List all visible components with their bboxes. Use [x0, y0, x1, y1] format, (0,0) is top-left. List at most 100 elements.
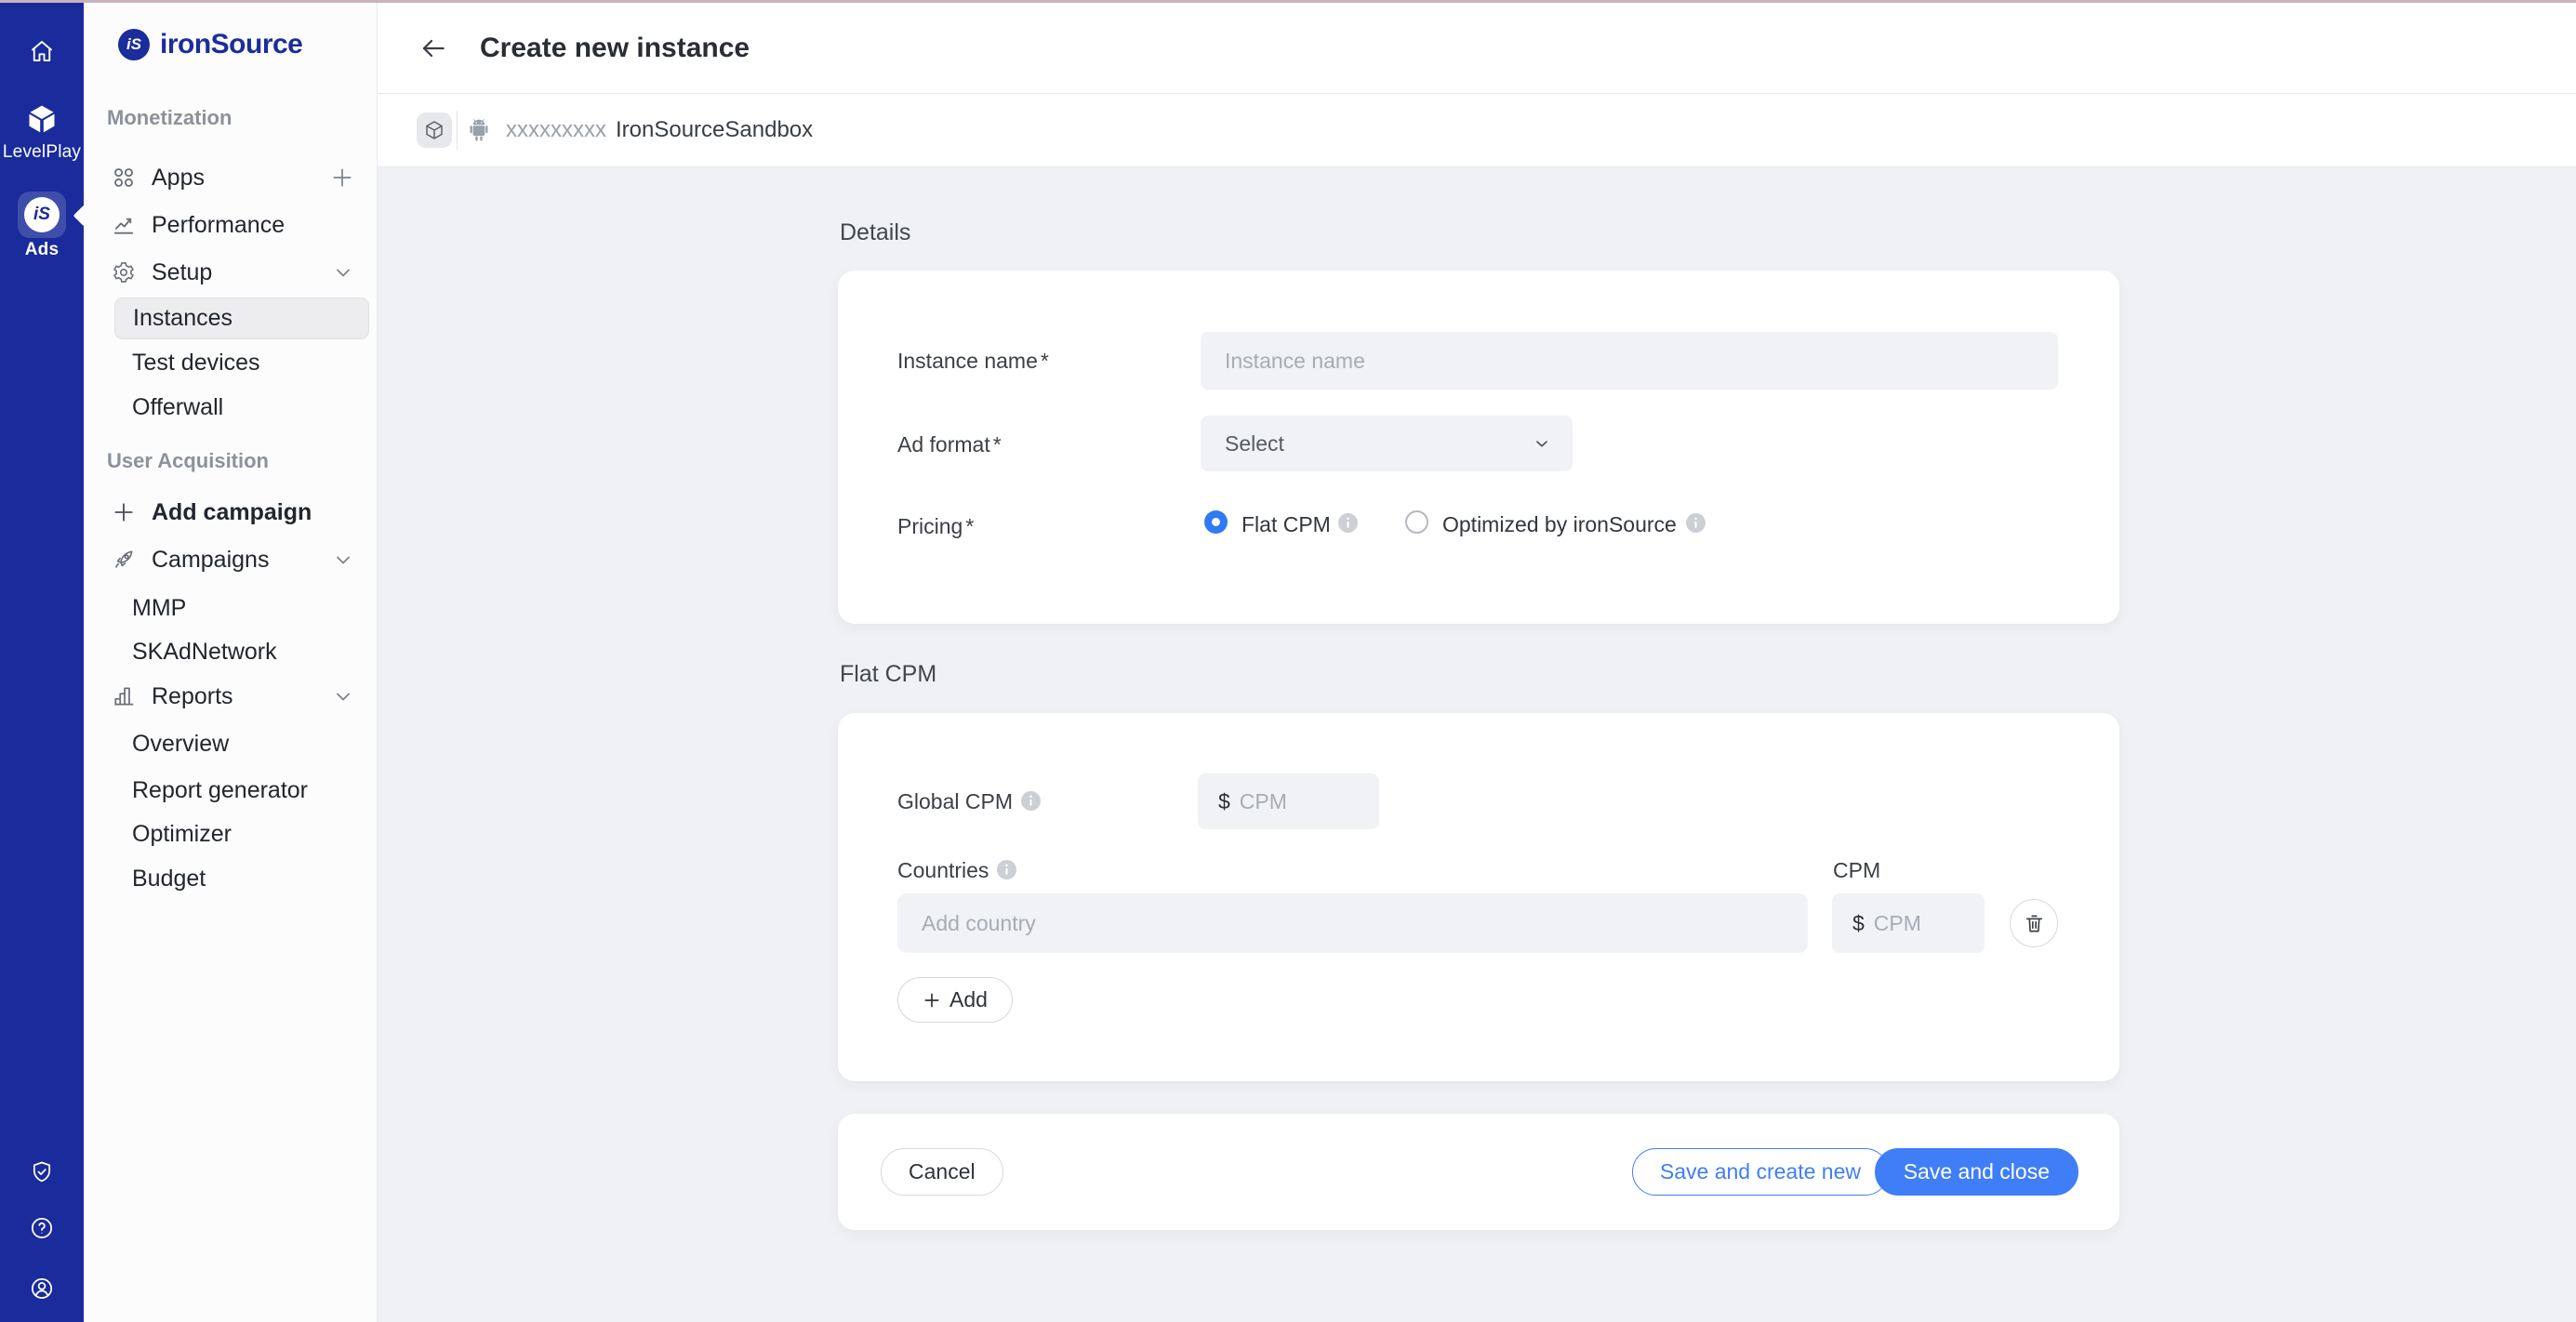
apps-grid-icon: [112, 165, 136, 190]
delete-row-button[interactable]: [2010, 899, 2058, 947]
sidebar-item-report-generator[interactable]: Report generator: [132, 776, 309, 803]
bar-chart-icon: [112, 684, 136, 708]
shield-check-icon: [29, 1159, 55, 1185]
performance-chart-icon: [112, 213, 136, 237]
brand-wordmark: ironSource: [160, 29, 303, 59]
plus-icon: [112, 500, 136, 524]
sidebar-item-skadnetwork[interactable]: SKAdNetwork: [132, 638, 277, 665]
instance-name-label: Instance name *: [897, 349, 1049, 373]
sidebar-item-campaigns[interactable]: Campaigns: [84, 537, 378, 582]
help-icon: [29, 1215, 55, 1241]
country-cpm-input[interactable]: [1873, 910, 1985, 936]
plus-icon: [923, 991, 941, 1010]
android-icon: [466, 118, 492, 143]
info-icon[interactable]: [997, 860, 1017, 879]
ads-label-wrap: Ads: [0, 240, 84, 260]
chevron-down-icon[interactable]: [332, 685, 354, 707]
countries-label: Countries: [897, 858, 1017, 883]
footer-actions-card: Cancel Save and create new Save and clos…: [838, 1114, 2119, 1230]
account-button[interactable]: [0, 1276, 84, 1302]
radio-optimized[interactable]: [1405, 510, 1428, 534]
ads-nav-button-selected[interactable]: iS: [18, 192, 66, 238]
details-section-title: Details: [840, 219, 911, 245]
chevron-down-icon[interactable]: [332, 549, 354, 571]
select-value: Select: [1225, 430, 1284, 456]
home-icon: [28, 37, 56, 65]
trash-icon: [2023, 912, 2046, 935]
global-cpm-field: $: [1198, 773, 1379, 829]
sidebar-item-instances-selected[interactable]: Instances: [114, 297, 369, 339]
save-and-create-new-button[interactable]: Save and create new: [1631, 1148, 1889, 1196]
ironsource-monogram-icon: iS: [118, 29, 150, 60]
sidebar-item-apps[interactable]: Apps: [84, 155, 378, 200]
sidebar-item-mmp[interactable]: MMP: [132, 594, 187, 621]
global-cpm-label: Global CPM: [897, 789, 1041, 814]
sidebar-item-performance[interactable]: Performance: [84, 203, 378, 247]
cancel-button[interactable]: Cancel: [881, 1148, 1003, 1196]
flat-cpm-section-title: Flat CPM: [840, 661, 937, 687]
ad-format-select[interactable]: Select: [1201, 416, 1573, 471]
app-name: IronSourceSandbox: [616, 117, 814, 142]
instance-name-input[interactable]: [1201, 332, 2058, 390]
sidebar-item-add-campaign[interactable]: Add campaign: [84, 490, 378, 535]
currency-symbol: $: [1218, 788, 1230, 813]
sidebar-item-setup[interactable]: Setup: [84, 250, 378, 295]
sidebar-item-budget[interactable]: Budget: [132, 865, 206, 892]
ironsource-logo[interactable]: iS ironSource: [118, 29, 303, 60]
sidebar-item-optimizer[interactable]: Optimizer: [132, 820, 232, 847]
radio-optimized-label[interactable]: Optimized by ironSource: [1442, 512, 1677, 536]
levelplay-label: LevelPlay: [2, 142, 82, 162]
radio-flat-cpm[interactable]: [1204, 510, 1228, 534]
rocket-icon: [112, 548, 136, 572]
radio-flat-cpm-label[interactable]: Flat CPM: [1242, 512, 1331, 536]
currency-symbol: $: [1852, 910, 1865, 935]
app-identity: xxxxxxxxx IronSourceSandbox: [506, 117, 813, 143]
page-title: Create new instance: [480, 32, 750, 63]
required-asterisk: *: [965, 514, 975, 538]
unity-levelplay-icon: [25, 102, 59, 136]
main-content: Details Instance name* Ad format* Select…: [378, 167, 2576, 1322]
cpm-column-header: CPM: [1833, 858, 1881, 882]
add-country-input[interactable]: [897, 893, 1808, 953]
ad-format-label: Ad format *: [897, 432, 1002, 456]
sidebar-item-test-devices[interactable]: Test devices: [132, 349, 260, 376]
app-context-bar: xxxxxxxxx IronSourceSandbox: [378, 94, 2576, 167]
levelplay-nav-button[interactable]: LevelPlay: [0, 102, 84, 163]
help-button[interactable]: [0, 1215, 84, 1241]
info-icon[interactable]: [1338, 513, 1358, 533]
ironsource-monogram-icon: iS: [24, 197, 60, 232]
chevron-down-icon: [1532, 433, 1552, 454]
divider: [457, 111, 458, 150]
home-button[interactable]: [0, 37, 84, 65]
sidebar-item-overview[interactable]: Overview: [132, 730, 230, 757]
sidebar-item-reports[interactable]: Reports: [84, 674, 378, 719]
gear-icon: [112, 260, 136, 284]
app-cube-badge: [417, 112, 452, 148]
required-asterisk: *: [992, 432, 1002, 456]
pricing-label: Pricing *: [897, 514, 975, 538]
global-cpm-input[interactable]: [1239, 788, 1379, 814]
info-icon[interactable]: [1020, 791, 1041, 811]
app-id-masked: xxxxxxxxx: [506, 117, 606, 142]
info-icon[interactable]: [1686, 513, 1706, 533]
section-user-acquisition: User Acquisition: [107, 449, 269, 472]
add-app-plus-icon[interactable]: [330, 165, 354, 190]
page-header: Create new instance: [378, 3, 2576, 94]
add-button-label: Add: [949, 987, 988, 1011]
flat-cpm-card: Global CPM $ Countries CPM $ Add: [838, 713, 2119, 1081]
add-country-row-button[interactable]: Add: [897, 977, 1013, 1023]
back-button[interactable]: [418, 33, 448, 63]
sidebar-item-offerwall[interactable]: Offerwall: [132, 393, 224, 420]
country-cpm-field: $: [1832, 893, 1985, 953]
chevron-down-icon[interactable]: [332, 261, 354, 284]
sidebar: iS ironSource Monetization Apps Performa…: [84, 0, 378, 1322]
window-top-strip: [0, 0, 2576, 3]
cube-icon: [423, 119, 445, 141]
section-monetization: Monetization: [107, 106, 232, 129]
privacy-button[interactable]: [0, 1159, 84, 1185]
ads-label: Ads: [24, 240, 60, 259]
app-rail: LevelPlay iS Ads: [0, 0, 95, 1322]
account-icon: [29, 1276, 55, 1302]
required-asterisk: *: [1040, 349, 1049, 373]
save-and-close-button[interactable]: Save and close: [1874, 1148, 2078, 1196]
